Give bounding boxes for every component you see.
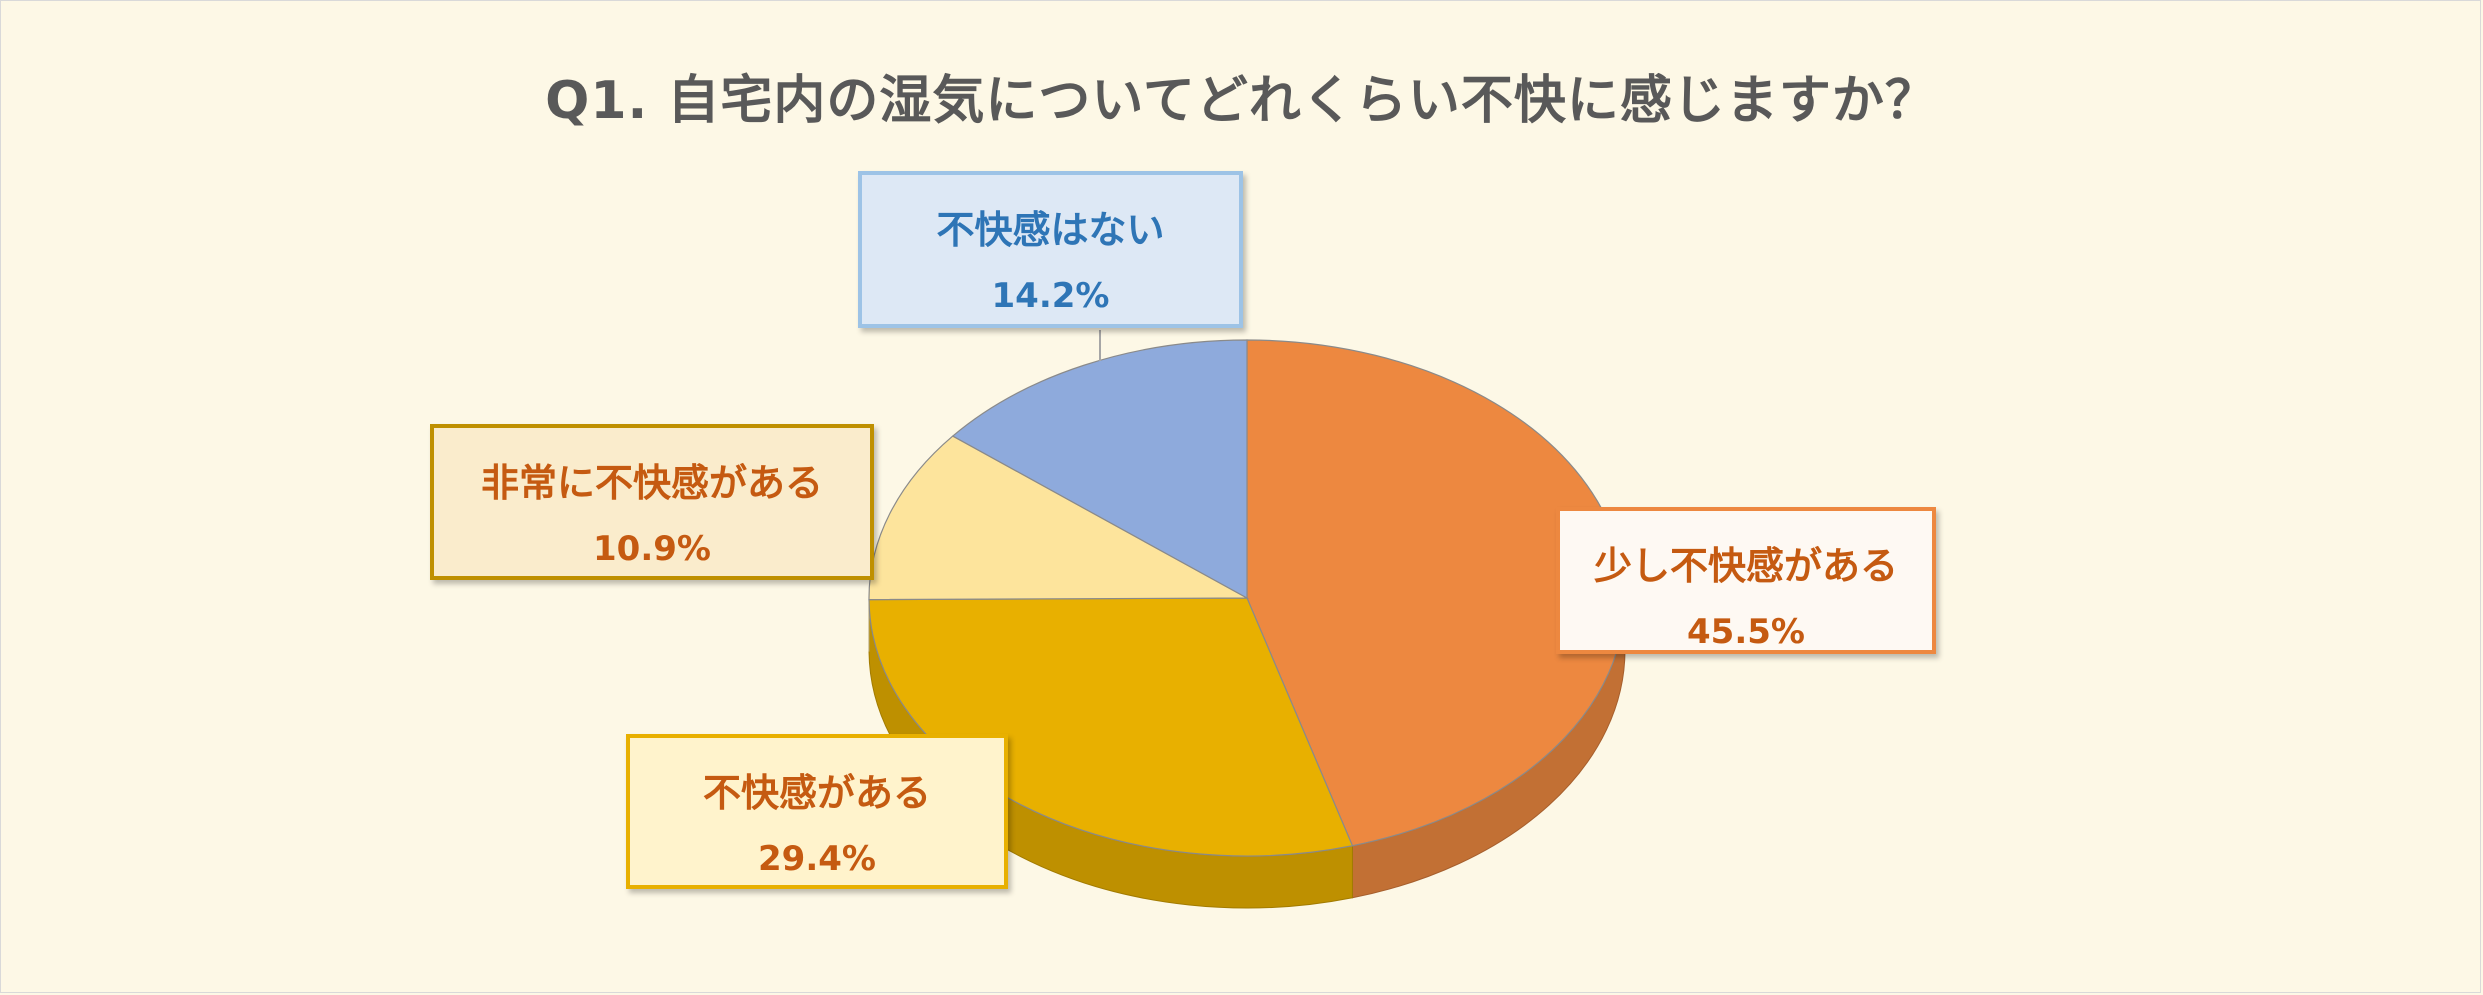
label-slice-3: 不快感はない 14.2% bbox=[858, 171, 1243, 328]
label-slice-1-value: 29.4% bbox=[758, 839, 876, 879]
label-slice-0-category: 少し不快感がある bbox=[1593, 544, 1898, 588]
label-slice-1: 不快感がある 29.4% bbox=[626, 734, 1008, 889]
label-slice-1-category: 不快感がある bbox=[702, 771, 931, 815]
pie-slice-3 bbox=[951, 339, 1248, 600]
chart-title: Q1. 自宅内の湿気についてどれくらい不快に感じますか？ bbox=[545, 71, 1938, 131]
pie-slice-2 bbox=[868, 435, 1250, 601]
label-slice-2-category: 非常に不快感がある bbox=[480, 461, 823, 505]
label-slice-2-value: 10.9% bbox=[593, 529, 711, 569]
label-slice-0: 少し不快感がある 45.5% bbox=[1556, 507, 1936, 654]
label-slice-3-value: 14.2% bbox=[991, 276, 1110, 316]
label-slice-3-category: 不快感はない bbox=[936, 208, 1165, 252]
pie-slice-1 bbox=[868, 597, 1354, 857]
label-slice-0-value: 45.5% bbox=[1687, 612, 1805, 652]
label-slice-2: 非常に不快感がある 10.9% bbox=[430, 424, 874, 580]
